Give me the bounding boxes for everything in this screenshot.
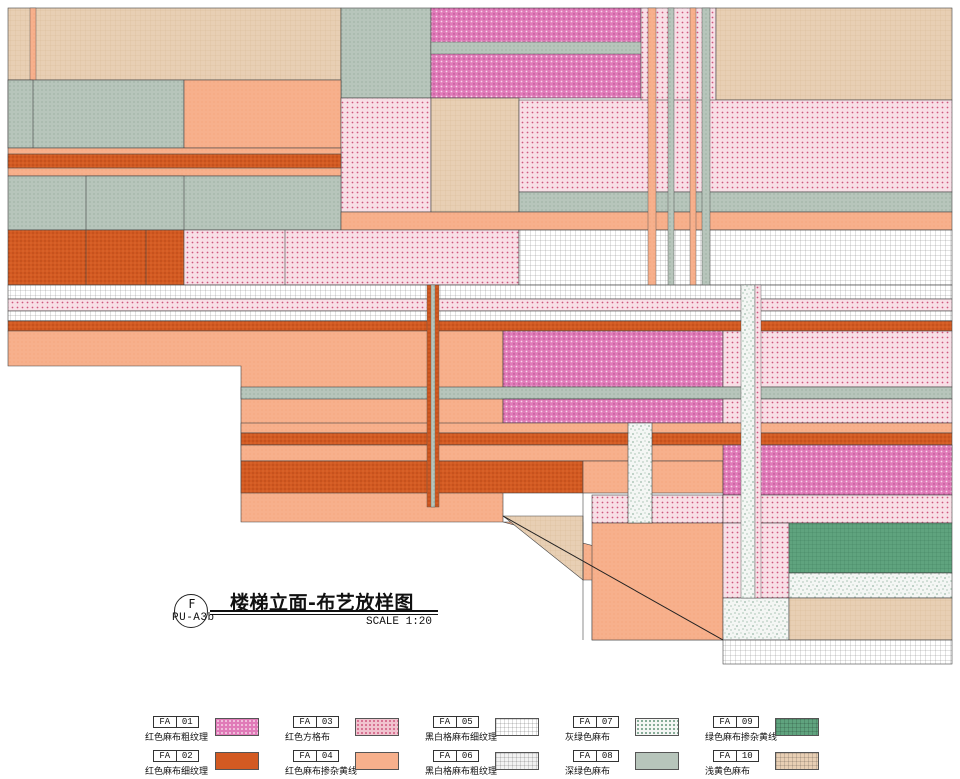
legend-item: FA 09 绿色麻布掺杂黄线 — [705, 716, 845, 744]
legend-code-separator — [315, 751, 317, 761]
legend-code: FA 08 — [573, 750, 619, 762]
legend-code-prefix: FA — [439, 717, 451, 727]
legend-code: FA 01 — [153, 716, 199, 728]
legend-item: FA 02 红色麻布细纹理 — [145, 750, 285, 778]
legend-code-number: 06 — [461, 751, 473, 761]
legend-code: FA 06 — [433, 750, 479, 762]
legend-code-number: 09 — [741, 717, 753, 727]
legend-code-separator — [595, 717, 597, 727]
legend-code-prefix: FA — [579, 751, 591, 761]
legend-code-prefix: FA — [579, 717, 591, 727]
legend-code-separator — [595, 751, 597, 761]
legend-code: FA 07 — [573, 716, 619, 728]
legend-code-separator — [175, 717, 177, 727]
legend-code-number: 03 — [321, 717, 333, 727]
legend-swatch — [355, 718, 399, 736]
legend-material-name: 红色麻布粗纹理 — [145, 733, 209, 743]
legend-code-prefix: FA — [719, 717, 731, 727]
legend-code: FA 05 — [433, 716, 479, 728]
legend-code-number: 04 — [321, 751, 333, 761]
legend-code-number: 08 — [601, 751, 613, 761]
legend-code: FA 04 — [293, 750, 339, 762]
legend-item: FA 06 黑白格麻布粗纹理 — [425, 750, 565, 778]
legend-code-number: 02 — [181, 751, 193, 761]
legend-swatch — [775, 718, 819, 736]
legend-material-name: 浅黄色麻布 — [705, 767, 751, 777]
legend-code-prefix: FA — [159, 751, 171, 761]
legend-material-name: 黑白格麻布细纹理 — [425, 733, 498, 743]
legend-code: FA 10 — [713, 750, 759, 762]
legend-swatch — [775, 752, 819, 770]
legend-material-name: 黑白格麻布粗纹理 — [425, 767, 498, 777]
legend-swatch — [495, 718, 539, 736]
legend-code-prefix: FA — [439, 751, 451, 761]
legend-code-separator — [735, 717, 737, 727]
material-legend: FA 01 红色麻布粗纹理 FA 02 红色麻布细纹理 FA 03 红色方格布 FA 04 红色麻布掺… — [145, 716, 845, 778]
legend-swatch — [495, 752, 539, 770]
legend-swatch — [355, 752, 399, 770]
legend-material-name: 红色麻布细纹理 — [145, 767, 209, 777]
title-underline-thin — [210, 614, 438, 615]
stair-elevation-drawing — [7, 7, 953, 665]
legend-code-number: 05 — [461, 717, 473, 727]
legend-code: FA 03 — [293, 716, 339, 728]
legend-code-prefix: FA — [299, 751, 311, 761]
legend-item: FA 03 红色方格布 — [285, 716, 425, 744]
legend-swatch — [215, 752, 259, 770]
legend-material-name: 红色麻布掺杂黄线 — [285, 767, 358, 777]
legend-code-number: 10 — [741, 751, 753, 761]
legend-swatch — [215, 718, 259, 736]
legend-code-number: 01 — [181, 717, 193, 727]
drawing-scale: SCALE 1:20 — [366, 616, 433, 628]
legend-swatch — [635, 718, 679, 736]
title-underline — [210, 610, 438, 612]
legend-item: FA 10 浅黄色麻布 — [705, 750, 845, 778]
legend-code-separator — [315, 717, 317, 727]
section-marker: F — [174, 594, 208, 628]
sheet-reference: PU-A3b — [172, 612, 215, 624]
legend-material-name: 深绿色麻布 — [565, 767, 611, 777]
legend-item: FA 08 深绿色麻布 — [565, 750, 705, 778]
legend-code: FA 09 — [713, 716, 759, 728]
legend-code: FA 02 — [153, 750, 199, 762]
legend-code-prefix: FA — [159, 717, 171, 727]
legend-item: FA 01 红色麻布粗纹理 — [145, 716, 285, 744]
legend-material-name: 灰绿色麻布 — [565, 733, 611, 743]
legend-material-name: 绿色麻布掺杂黄线 — [705, 733, 778, 743]
legend-item: FA 04 红色麻布掺杂黄线 — [285, 750, 425, 778]
legend-code-number: 07 — [601, 717, 613, 727]
drawing-title-block: F PU-A3b 楼梯立面-布艺放样图 SCALE 1:20 — [170, 590, 440, 630]
legend-code-separator — [455, 751, 457, 761]
drawing-title: 楼梯立面-布艺放样图 — [230, 592, 414, 614]
legend-code-prefix: FA — [719, 751, 731, 761]
legend-code-separator — [735, 751, 737, 761]
legend-code-separator — [175, 751, 177, 761]
section-letter: F — [188, 597, 196, 611]
legend-material-name: 红色方格布 — [285, 733, 331, 743]
legend-code-prefix: FA — [299, 717, 311, 727]
legend-item: FA 07 灰绿色麻布 — [565, 716, 705, 744]
legend-swatch — [635, 752, 679, 770]
legend-code-separator — [455, 717, 457, 727]
legend-item: FA 05 黑白格麻布细纹理 — [425, 716, 565, 744]
